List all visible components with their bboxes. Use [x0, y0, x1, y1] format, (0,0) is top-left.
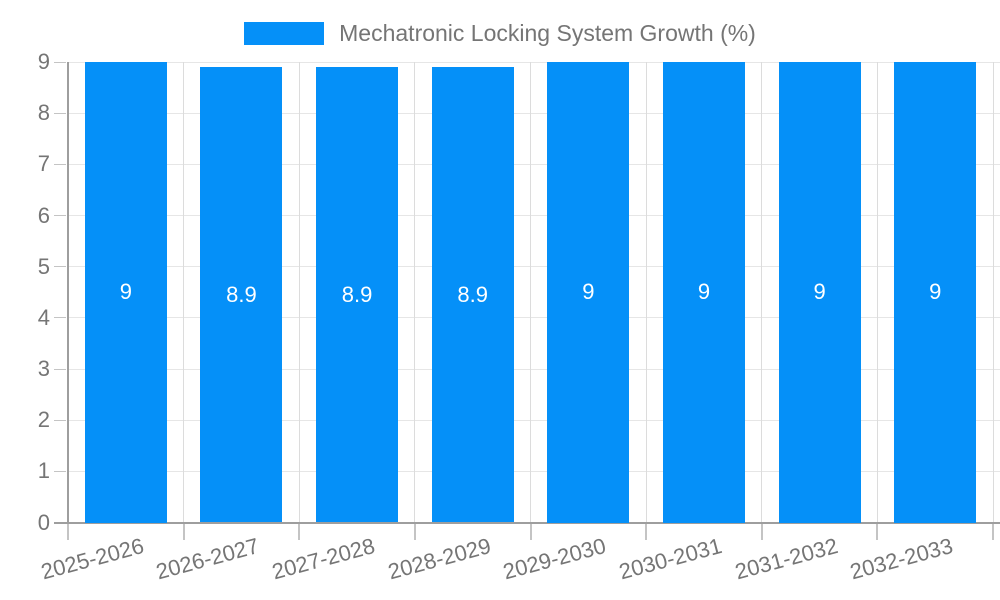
y-gridline [68, 317, 1000, 319]
bar-value-label: 9 [929, 279, 942, 305]
x-tick-mark [529, 523, 532, 540]
bar[interactable]: 9 [547, 62, 630, 523]
bar-value-label: 8.9 [341, 281, 373, 307]
x-gridline [414, 62, 416, 523]
bar-value-label: 9 [813, 279, 826, 305]
y-gridline [68, 419, 1000, 421]
bar[interactable]: 9 [84, 62, 167, 523]
y-axis-line [67, 62, 69, 523]
y-gridline [68, 163, 1000, 165]
y-tick-mark [54, 317, 66, 319]
y-gridline [68, 470, 1000, 472]
y-tick-label: 3 [37, 356, 50, 381]
y-gridline [68, 368, 1000, 370]
y-gridline [68, 266, 1000, 268]
y-gridline [68, 61, 1000, 63]
x-tick-mark [645, 523, 648, 540]
y-tick-mark [54, 112, 66, 114]
x-tick-mark [182, 523, 185, 540]
y-tick-label: 0 [37, 509, 50, 535]
bar[interactable]: 9 [894, 62, 977, 523]
x-gridline [876, 62, 878, 523]
y-tick-mark [54, 215, 66, 216]
y-tick-mark [54, 266, 66, 268]
y-tick-label: 6 [37, 202, 50, 228]
bar-value-label: 8.9 [226, 281, 257, 307]
bar-value-label: 9 [119, 279, 132, 305]
bar-value-label: 9 [582, 279, 595, 305]
bar[interactable]: 8.9 [431, 67, 514, 523]
x-gridline [761, 62, 763, 523]
x-tick-mark [992, 523, 994, 540]
bar[interactable]: 9 [662, 62, 745, 523]
y-tick-label: 1 [37, 458, 50, 484]
bar-value-label: 8.9 [457, 281, 488, 307]
y-tick-mark [54, 470, 66, 472]
y-tick-label: 7 [37, 151, 50, 177]
y-tick-mark [54, 163, 66, 165]
bar[interactable]: 8.9 [316, 67, 399, 523]
x-gridline [183, 62, 185, 523]
y-tick-label: 2 [37, 407, 50, 433]
y-tick-mark [54, 419, 66, 421]
y-tick-label: 9 [37, 49, 50, 74]
y-tick-mark [54, 61, 66, 63]
x-tick-mark [760, 523, 763, 540]
x-tick-mark [298, 523, 301, 540]
y-gridline [68, 215, 1000, 216]
x-gridline [530, 62, 531, 523]
legend-swatch [244, 21, 325, 45]
x-tick-mark [413, 523, 416, 540]
legend: Mechatronic Locking System Growth (%) [0, 19, 1000, 47]
bar[interactable]: 8.9 [200, 67, 283, 523]
x-tick-mark [876, 523, 879, 540]
y-tick-label: 8 [37, 100, 50, 126]
y-tick-label: 5 [37, 253, 50, 279]
x-axis-line [54, 522, 1000, 524]
x-gridline [992, 62, 994, 523]
y-tick-label: 4 [37, 304, 50, 330]
y-tick-mark [54, 368, 66, 370]
x-gridline [645, 62, 647, 523]
bar[interactable]: 9 [778, 62, 861, 523]
x-tick-mark [67, 523, 69, 540]
x-gridline [298, 62, 300, 523]
legend-label: Mechatronic Locking System Growth (%) [339, 20, 756, 46]
bar-value-label: 9 [697, 279, 711, 305]
y-gridline [68, 112, 1000, 114]
